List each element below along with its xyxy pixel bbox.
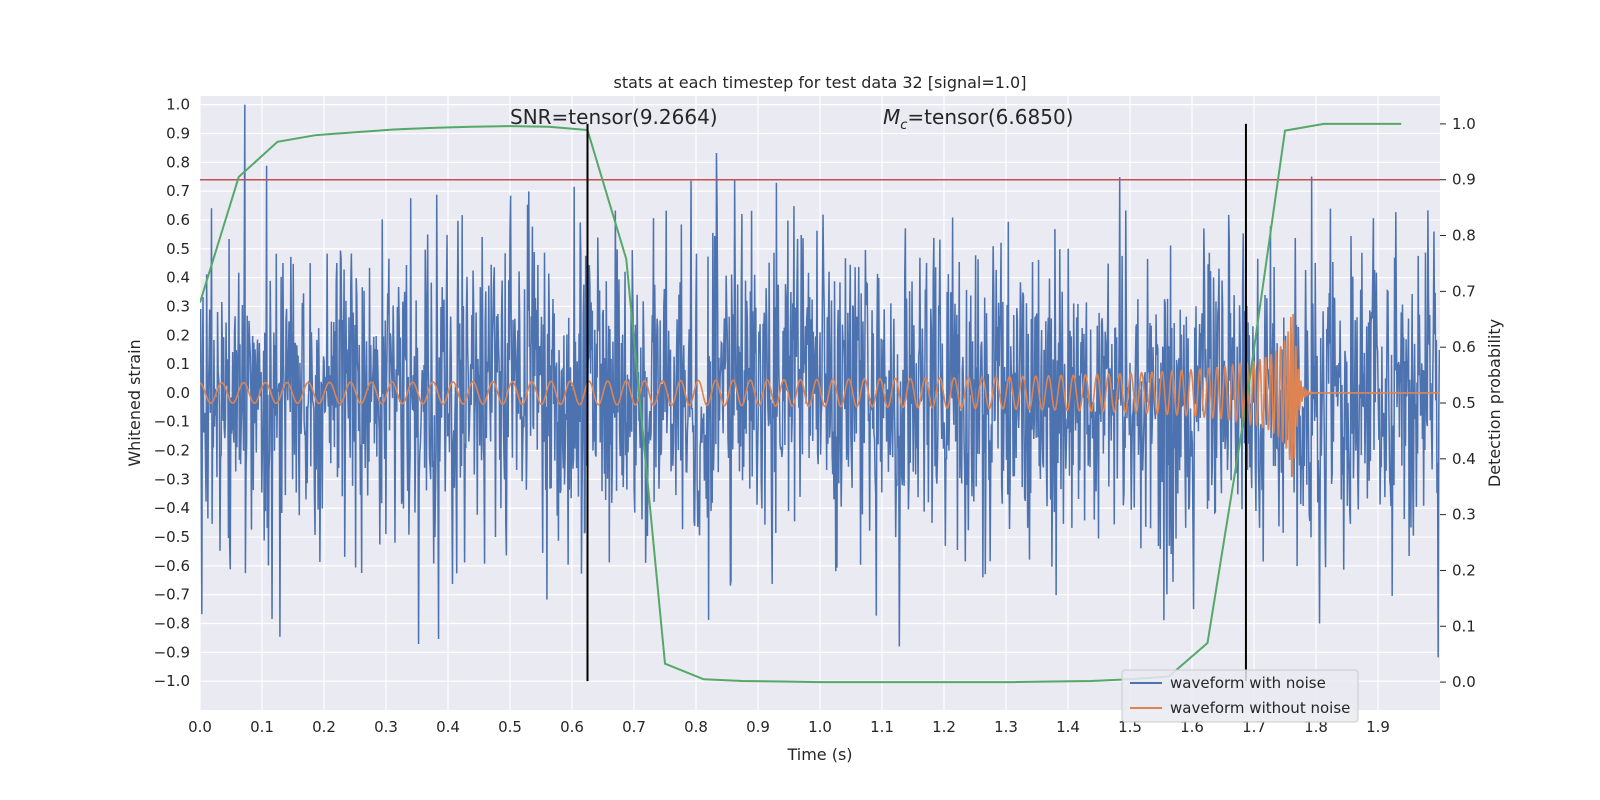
mc-value: =tensor(6.6850) — [907, 105, 1073, 129]
x-tick-label: 0.4 — [436, 718, 460, 736]
y-tick-label-right: 0.7 — [1452, 282, 1476, 300]
x-axis-label: Time (s) — [786, 745, 852, 764]
x-tick-label: 0.2 — [312, 718, 336, 736]
y-tick-label-left: 0.3 — [166, 297, 190, 315]
y-tick-label-left: −0.8 — [154, 615, 190, 633]
y-tick-label-left: −1.0 — [154, 672, 190, 690]
y-tick-label-left: −0.2 — [154, 442, 190, 460]
y-tick-label-left: 1.0 — [166, 96, 190, 114]
y-tick-label-right: 0.6 — [1452, 338, 1476, 356]
x-tick-label: 1.3 — [994, 718, 1018, 736]
x-tick-label: 1.2 — [932, 718, 956, 736]
y-tick-label-left: 0.9 — [166, 124, 190, 142]
chart-title: stats at each timestep for test data 32 … — [614, 73, 1027, 92]
y-tick-label-right: 0.9 — [1452, 171, 1476, 189]
y-tick-label-left: 0.8 — [166, 153, 190, 171]
mc-subscript: c — [900, 118, 907, 133]
y-tick-label-left: −0.1 — [154, 413, 190, 431]
x-tick-label: 1.4 — [1056, 718, 1080, 736]
y-tick-label-left: 0.5 — [166, 240, 190, 258]
x-tick-label: 1.0 — [808, 718, 832, 736]
x-tick-label: 1.9 — [1366, 718, 1390, 736]
snr-annotation: SNR=tensor(9.2664) — [510, 105, 718, 129]
y-tick-label-left: 0.6 — [166, 211, 190, 229]
series-waveform-with-noise — [200, 104, 1440, 658]
y-tick-label-left: −0.9 — [154, 643, 190, 661]
y-tick-label-right: 0.5 — [1452, 394, 1476, 412]
y-tick-label-right: 0.3 — [1452, 506, 1476, 524]
y-tick-label-left: 0.2 — [166, 326, 190, 344]
legend-label-noise: waveform with noise — [1170, 674, 1326, 692]
y-tick-label-left: −0.6 — [154, 557, 190, 575]
y-tick-label-right: 1.0 — [1452, 115, 1476, 133]
y-tick-label-right: 0.8 — [1452, 227, 1476, 245]
x-tick-label: 0.9 — [746, 718, 770, 736]
y-tick-label-left: 0.0 — [166, 384, 190, 402]
x-tick-label: 0.5 — [498, 718, 522, 736]
x-tick-label: 0.6 — [560, 718, 584, 736]
series-waveform-without-noise — [200, 313, 1440, 477]
x-tick-label: 0.8 — [684, 718, 708, 736]
mc-symbol: M — [883, 105, 900, 129]
y-axis-label-left: Whitened strain — [125, 339, 144, 466]
data-layer — [200, 104, 1440, 684]
detection-probability-line — [200, 122, 1402, 684]
x-tick-label: 0.1 — [250, 718, 274, 736]
x-tick-label: 0.0 — [188, 718, 212, 736]
y-tick-label-left: 0.4 — [166, 269, 190, 287]
x-tick-label: 0.3 — [374, 718, 398, 736]
y-tick-label-right: 0.0 — [1452, 673, 1476, 691]
x-tick-label: 1.1 — [870, 718, 894, 736]
y-tick-label-left: 0.1 — [166, 355, 190, 373]
y-tick-label-right: 0.1 — [1452, 617, 1476, 635]
y-tick-label-right: 0.2 — [1452, 561, 1476, 579]
y-tick-label-right: 0.4 — [1452, 450, 1476, 468]
y-tick-label-left: −0.5 — [154, 528, 190, 546]
x-tick-label: 0.7 — [622, 718, 646, 736]
y-axis-label-right: Detection probability — [1485, 319, 1504, 487]
y-tick-label-left: −0.7 — [154, 586, 190, 604]
mc-annotation: Mc=tensor(6.6850) — [883, 105, 1073, 133]
legend: waveform with noise waveform without noi… — [1121, 669, 1359, 723]
legend-label-clean: waveform without noise — [1170, 699, 1350, 717]
y-tick-label-left: −0.4 — [154, 499, 190, 517]
y-tick-label-left: −0.3 — [154, 470, 190, 488]
legend-box — [1121, 669, 1359, 723]
y-tick-label-left: 0.7 — [166, 182, 190, 200]
